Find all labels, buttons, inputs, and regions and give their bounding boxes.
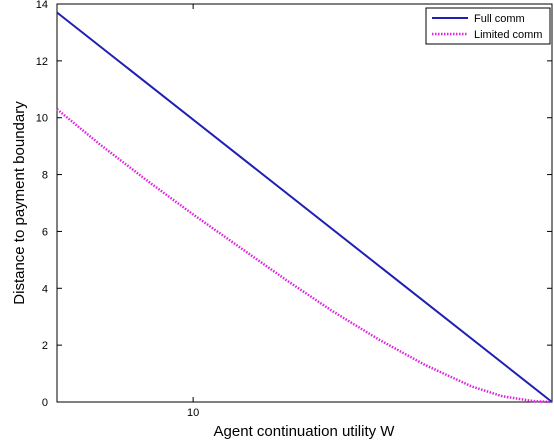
y-tick-label: 0 [42, 397, 48, 409]
y-tick-label: 12 [36, 56, 48, 68]
y-tick-label: 10 [36, 113, 48, 125]
y-tick-label: 6 [42, 226, 48, 238]
series-line-limited-comm [56, 108, 553, 404]
series-line-full-comm [56, 11, 553, 403]
y-tick-label: 2 [42, 340, 48, 352]
legend-box [425, 7, 551, 45]
plot-area [56, 3, 553, 403]
axis-ticks: 0 2 4 6 8 10 12 14 10 [36, 0, 552, 419]
x-tick-label: 10 [187, 407, 199, 419]
series-layer [56, 11, 553, 404]
x-axis-title: Agent continuation utility W [214, 423, 396, 440]
y-tick-label: 8 [42, 170, 48, 182]
legend-label-full-comm: Full comm [474, 13, 525, 25]
y-axis-title: Distance to payment boundary [11, 101, 28, 305]
y-tick-label: 4 [42, 283, 48, 295]
y-tick-label: 14 [36, 0, 48, 11]
legend: Full comm Limited comm [425, 7, 551, 45]
legend-label-limited-comm: Limited comm [474, 29, 542, 41]
